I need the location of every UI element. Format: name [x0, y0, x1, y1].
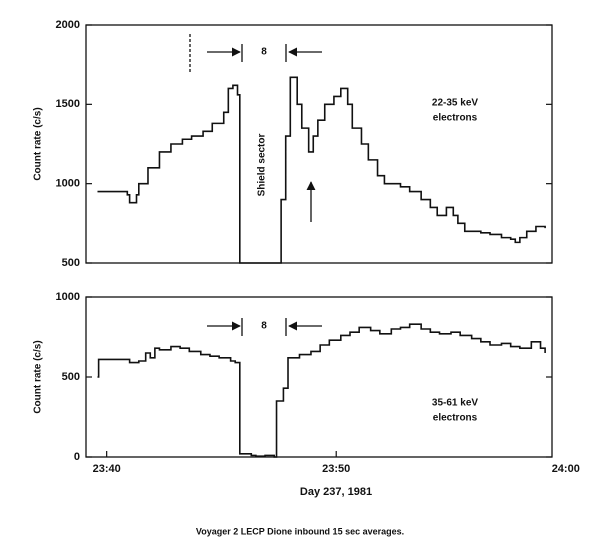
- y-tick-label: 1000: [56, 291, 80, 303]
- annotation: 22-35 keV: [432, 98, 478, 109]
- x-tick-label: 24:00: [552, 463, 580, 475]
- y-tick-label: 500: [62, 257, 80, 269]
- y-tick-label: 1000: [56, 178, 80, 190]
- annotation: 8: [261, 47, 267, 58]
- y-tick-label: 500: [62, 371, 80, 383]
- x-axis-label: Day 237, 1981: [300, 486, 372, 498]
- y-axis-label: Count rate (c/s): [33, 340, 44, 413]
- plot-frame: [85, 296, 553, 458]
- annotation: 8: [261, 321, 267, 332]
- y-tick-label: 0: [74, 451, 80, 463]
- x-tick-label: 23:50: [322, 463, 350, 475]
- caption: Voyager 2 LECP Dione inbound 15 sec aver…: [196, 526, 404, 536]
- count-rate-trace: [97, 76, 546, 264]
- y-axis-label: Count rate (c/s): [33, 107, 44, 180]
- annotation: Shield sector: [257, 134, 268, 197]
- shield-markers-bottom: [207, 318, 322, 336]
- plot-frame: [85, 24, 553, 264]
- shield-markers-top: [189, 34, 322, 222]
- annotation: electrons: [433, 413, 478, 424]
- annotation: electrons: [433, 113, 478, 124]
- y-tick-label: 2000: [56, 19, 80, 31]
- y-tick-label: 1500: [56, 98, 80, 110]
- annotation: 35-61 keV: [432, 398, 478, 409]
- count-rate-trace: [97, 323, 546, 458]
- x-tick-label: 23:40: [93, 463, 121, 475]
